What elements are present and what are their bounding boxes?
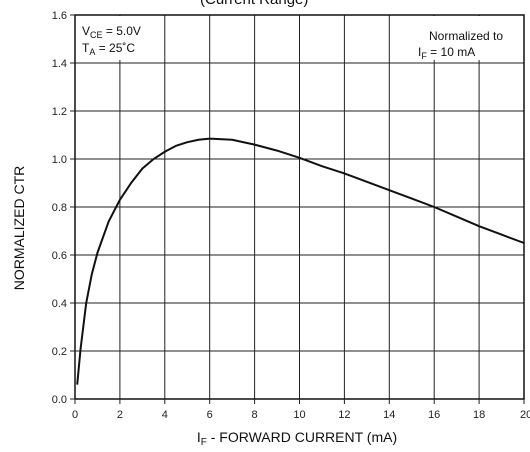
y-tick-labels: 0.0 0.2 0.4 0.6 0.8 1.0 1.2 1.4 1.6 xyxy=(52,10,75,406)
x-axis-title: IF - FORWARD CURRENT (mA) xyxy=(197,429,397,448)
y-tick-label: 0.2 xyxy=(52,346,67,358)
conditions-box xyxy=(76,16,164,60)
y-tick-label: 0.0 xyxy=(52,394,67,406)
x-tick-label: 4 xyxy=(162,409,168,421)
x-tick-label: 2 xyxy=(117,409,123,421)
y-tick-label: 0.4 xyxy=(52,298,67,310)
x-tick-label: 20 xyxy=(520,409,530,421)
ta-annotation: TA = 25˚C xyxy=(82,41,135,57)
y-tick-label: 0.8 xyxy=(52,202,67,214)
ctr-curve xyxy=(76,137,525,385)
normalized-to-annotation: Normalized to xyxy=(429,29,503,43)
x-tick-label: 0 xyxy=(72,409,78,421)
x-tick-label: 12 xyxy=(338,409,350,421)
x-tick-label: 18 xyxy=(473,409,485,421)
y-tick-label: 1.6 xyxy=(52,10,67,22)
x-tick-labels: 0 2 4 6 8 10 12 14 16 18 20 xyxy=(72,399,530,421)
grid-lines xyxy=(75,15,524,399)
vce-annotation: VCE = 5.0V xyxy=(82,24,141,40)
if-annotation: IF = 10 mA xyxy=(418,45,475,61)
chart-title: (Current Range) xyxy=(200,0,308,8)
y-axis-title: NORMALIZED CTR xyxy=(11,166,27,290)
x-tick-label: 14 xyxy=(383,409,395,421)
x-tick-label: 6 xyxy=(207,409,213,421)
y-tick-label: 0.6 xyxy=(52,250,67,262)
x-tick-label: 10 xyxy=(293,409,305,421)
x-tick-label: 16 xyxy=(428,409,440,421)
y-tick-label: 1.2 xyxy=(52,106,67,118)
x-tick-label: 8 xyxy=(252,409,258,421)
y-tick-label: 1.0 xyxy=(52,154,67,166)
normalization-box xyxy=(414,16,523,60)
y-tick-label: 1.4 xyxy=(52,58,67,70)
